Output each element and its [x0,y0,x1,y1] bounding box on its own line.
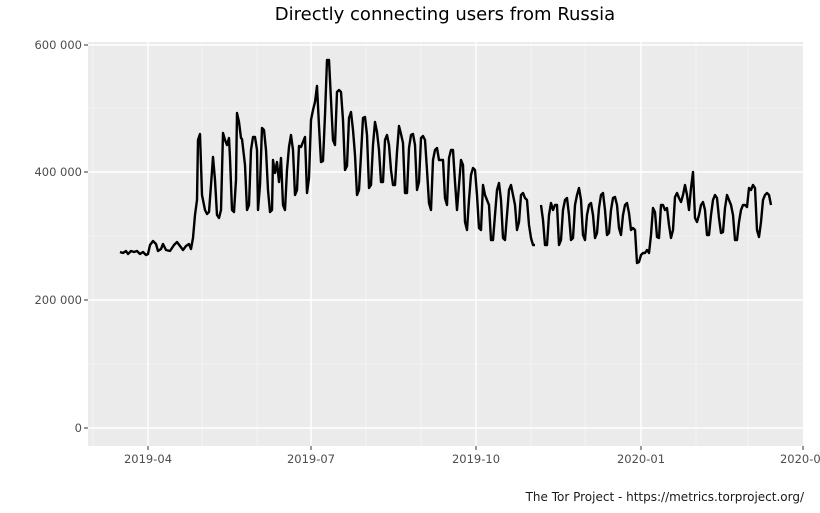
y-tick-label-600k: 600 000 [34,38,82,52]
chart-title: Directly connecting users from Russia [274,4,616,25]
series-line-russia-cont [539,170,773,265]
plot-panel [88,42,803,446]
x-tick-label-2020-04: 2020-04 [779,452,820,466]
y-tick-label-400k: 400 000 [34,165,82,179]
major-gridlines [88,42,803,446]
x-tick-label-2019-07: 2019-07 [286,452,336,466]
x-tick-label-2020-01: 2020-01 [616,452,666,466]
series-line-russia [119,58,535,257]
y-tick-label-0: 0 [74,421,82,435]
minor-gridlines [88,42,803,446]
y-tick-label-200k: 200 000 [34,293,82,307]
x-tick-label-2019-10: 2019-10 [451,452,501,466]
axis-ticks [84,44,804,450]
chart-caption: The Tor Project - https://metrics.torpro… [525,490,804,504]
x-tick-label-2019-04: 2019-04 [123,452,173,466]
